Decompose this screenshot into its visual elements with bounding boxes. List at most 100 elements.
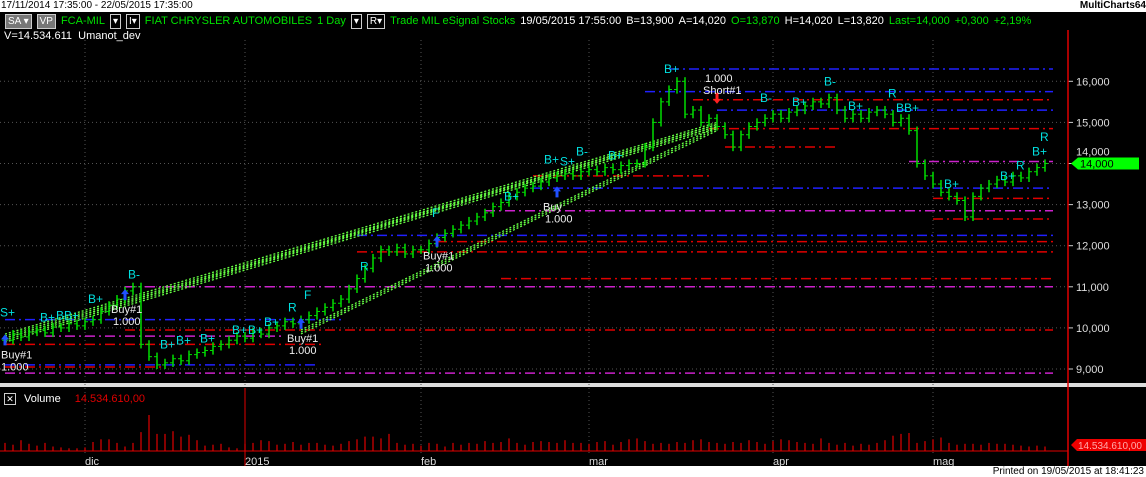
- app-name: MultiCharts64: [1079, 0, 1146, 11]
- sa-button[interactable]: SA ▾: [5, 14, 32, 29]
- subheader: V=14.534.611 Umanot_dev: [4, 30, 141, 42]
- signal-label: B+: [944, 177, 959, 191]
- last-price-label: 14,000: [1080, 159, 1114, 171]
- y-tick-label: 14,000: [1076, 147, 1110, 159]
- vp-button[interactable]: VP: [36, 14, 56, 29]
- trade-qty: 1.000: [545, 213, 573, 225]
- signal-label: B+: [848, 99, 863, 113]
- title-bar: 17/11/2014 17:35:00 - 22/05/2015 17:35:0…: [0, 0, 1146, 12]
- signal-label: B+: [504, 189, 519, 203]
- trend-line: [300, 127, 718, 333]
- date-range: 17/11/2014 17:35:00 - 22/05/2015 17:35:0…: [1, 0, 193, 11]
- signal-label: B-: [760, 91, 772, 105]
- y-tick-label: 15,000: [1076, 117, 1110, 129]
- symbol-name: FIAT CHRYSLER AUTOMOBILES: [144, 15, 313, 27]
- signal-label: B+: [264, 315, 279, 329]
- signal-label: R: [360, 259, 369, 273]
- volume-tag: [1071, 439, 1146, 451]
- ask: A=14,020: [678, 15, 727, 27]
- change-pct: +2,19%: [993, 15, 1032, 27]
- signal-label: B+: [608, 148, 623, 162]
- bid: B=13,900: [626, 15, 674, 27]
- panel-separator: [0, 383, 1146, 387]
- trade-label: Buy#1: [1, 349, 32, 361]
- signal-label: B+: [200, 331, 215, 345]
- volume-value: 14.534.610,00: [74, 393, 146, 405]
- signal-label: B+: [792, 95, 807, 109]
- printed-text: Printed on 19/05/2015 at 18:41:23: [992, 466, 1144, 477]
- signal-label: B+: [88, 292, 103, 306]
- datetime: 19/05/2015 17:55:00: [520, 15, 622, 27]
- price-chart[interactable]: 9,000 10,000 11,000 12,000 13,000 14,000 15,00…: [0, 0, 1146, 466]
- info-dropdown[interactable]: I▾: [125, 14, 140, 29]
- signal-label: B-: [576, 144, 588, 158]
- signal-label: S+: [0, 305, 15, 319]
- buy-arrow-icon: [297, 317, 305, 329]
- trade-qty: 1.000: [1, 361, 29, 373]
- buy-arrow-icon: [553, 186, 561, 198]
- y-tick-label: 12,000: [1076, 241, 1110, 253]
- signal-label: R: [288, 300, 297, 314]
- feed: Trade MIL eSignal Stocks: [390, 15, 516, 27]
- signal-label: B+: [544, 153, 559, 167]
- interval: 1 Day: [317, 15, 346, 27]
- signal-label: B+: [1000, 169, 1015, 183]
- volume-title: Volume: [24, 393, 61, 405]
- y-tick-label: 11,000: [1076, 282, 1109, 294]
- signal-label: B-: [128, 268, 140, 282]
- x-tick-label: dic: [85, 456, 100, 466]
- volume-tag-label: 14.534.610,00: [1078, 441, 1142, 452]
- interval-dropdown[interactable]: ▾: [350, 14, 362, 29]
- trade-label: Short#1: [703, 85, 742, 97]
- trade-label: Buy#1: [111, 304, 142, 316]
- r-label: R: [369, 16, 378, 27]
- signal-label: F: [304, 288, 311, 302]
- trade-qty: 1.000: [425, 263, 453, 275]
- last: Last=14,000: [888, 15, 950, 27]
- trade-qty: 1.000: [113, 316, 141, 328]
- study-name: Umanot_dev: [78, 30, 141, 42]
- signal-label: R: [1016, 159, 1025, 173]
- signal-label: BB+: [896, 101, 919, 115]
- sa-label: SA: [8, 16, 21, 27]
- signal-label: B+: [248, 323, 263, 337]
- y-tick-label: 10,000: [1076, 323, 1110, 335]
- trade-label: Buy#1: [287, 333, 318, 345]
- signal-label: BB+: [56, 309, 79, 323]
- trend-line: [300, 129, 718, 335]
- y-tick-label: 16,000: [1076, 76, 1110, 88]
- trade-label: Buy: [543, 201, 562, 213]
- low: L=13,820: [837, 15, 884, 27]
- footer: Printed on 19/05/2015 at 18:41:23: [0, 466, 1146, 477]
- buy-arrow-icon: [121, 289, 129, 301]
- signal-label: B+: [176, 333, 191, 347]
- r-dropdown[interactable]: R▾: [366, 14, 386, 29]
- trade-qty: 1.000: [705, 73, 733, 85]
- change: +0,300: [954, 15, 989, 27]
- x-tick-label: mag: [933, 456, 954, 466]
- symbol: FCA-MIL: [60, 15, 105, 27]
- open: O=13,870: [731, 15, 780, 27]
- close-icon[interactable]: ✕: [4, 393, 16, 405]
- symbol-dropdown[interactable]: ▾: [109, 14, 121, 29]
- volume-header: ✕ Volume 14.534.610,00: [4, 393, 145, 405]
- signal-label: R: [1040, 130, 1049, 144]
- high: H=14,020: [784, 15, 833, 27]
- buy-arrow-icon: [433, 235, 441, 247]
- x-tick-label: 2015: [245, 456, 269, 466]
- trade-qty: 1.000: [289, 345, 317, 357]
- signal-label: S+: [560, 155, 575, 169]
- signal-label: B+: [664, 62, 679, 76]
- signal-label: B+: [160, 337, 175, 351]
- signal-label: B-: [824, 74, 836, 88]
- x-tick-label: apr: [773, 456, 789, 466]
- y-tick-label: 13,000: [1076, 200, 1110, 212]
- signal-label: F: [432, 206, 439, 220]
- trade-label: Buy#1: [423, 251, 454, 263]
- signal-label: B+: [232, 323, 247, 337]
- status-line: SA ▾ VP FCA-MIL ▾ I▾ FIAT CHRYSLER AUTOMOBILE…: [0, 12, 1068, 30]
- short-arrow-icon: [713, 92, 721, 104]
- signal-label: R: [888, 87, 897, 101]
- trend-line: [300, 125, 718, 331]
